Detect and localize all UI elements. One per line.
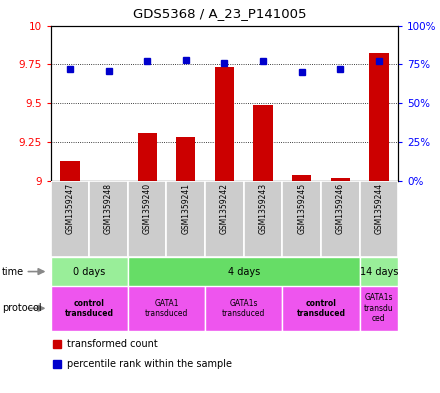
- Bar: [359, 286, 398, 331]
- Bar: [89, 181, 128, 257]
- Bar: [244, 181, 282, 257]
- Bar: [292, 174, 312, 181]
- Text: transformed count: transformed count: [67, 339, 158, 349]
- Text: time: time: [2, 266, 24, 277]
- Text: 4 days: 4 days: [227, 266, 260, 277]
- Text: GSM1359244: GSM1359244: [374, 183, 383, 234]
- Bar: [282, 181, 321, 257]
- Text: GSM1359245: GSM1359245: [297, 183, 306, 234]
- Text: GSM1359241: GSM1359241: [181, 183, 190, 234]
- Bar: [321, 181, 359, 257]
- Text: 0 days: 0 days: [73, 266, 105, 277]
- Text: GSM1359242: GSM1359242: [220, 183, 229, 234]
- Text: GSM1359246: GSM1359246: [336, 183, 345, 234]
- Bar: [176, 137, 195, 181]
- Text: GDS5368 / A_23_P141005: GDS5368 / A_23_P141005: [133, 7, 307, 20]
- Text: GSM1359240: GSM1359240: [143, 183, 152, 234]
- Bar: [359, 257, 398, 286]
- Bar: [359, 181, 398, 257]
- Bar: [60, 161, 80, 181]
- Bar: [205, 181, 244, 257]
- Text: GSM1359247: GSM1359247: [66, 183, 74, 234]
- Text: GSM1359243: GSM1359243: [259, 183, 268, 234]
- Text: GATA1
transduced: GATA1 transduced: [145, 299, 188, 318]
- Bar: [205, 286, 282, 331]
- Bar: [282, 286, 359, 331]
- Bar: [51, 181, 89, 257]
- Bar: [128, 286, 205, 331]
- Text: control
transduced: control transduced: [65, 299, 114, 318]
- Bar: [215, 68, 234, 181]
- Bar: [330, 178, 350, 181]
- Bar: [128, 181, 166, 257]
- Bar: [51, 286, 128, 331]
- Bar: [253, 105, 273, 181]
- Text: GATA1s
transduced: GATA1s transduced: [222, 299, 265, 318]
- Bar: [128, 257, 359, 286]
- Text: GSM1359248: GSM1359248: [104, 183, 113, 234]
- Bar: [137, 133, 157, 181]
- Text: percentile rank within the sample: percentile rank within the sample: [67, 358, 232, 369]
- Bar: [166, 181, 205, 257]
- Text: 14 days: 14 days: [360, 266, 398, 277]
- Text: protocol: protocol: [2, 303, 42, 313]
- Bar: [369, 53, 389, 181]
- Text: control
transduced: control transduced: [297, 299, 345, 318]
- Bar: [51, 257, 128, 286]
- Text: GATA1s
transdu
ced: GATA1s transdu ced: [364, 294, 394, 323]
